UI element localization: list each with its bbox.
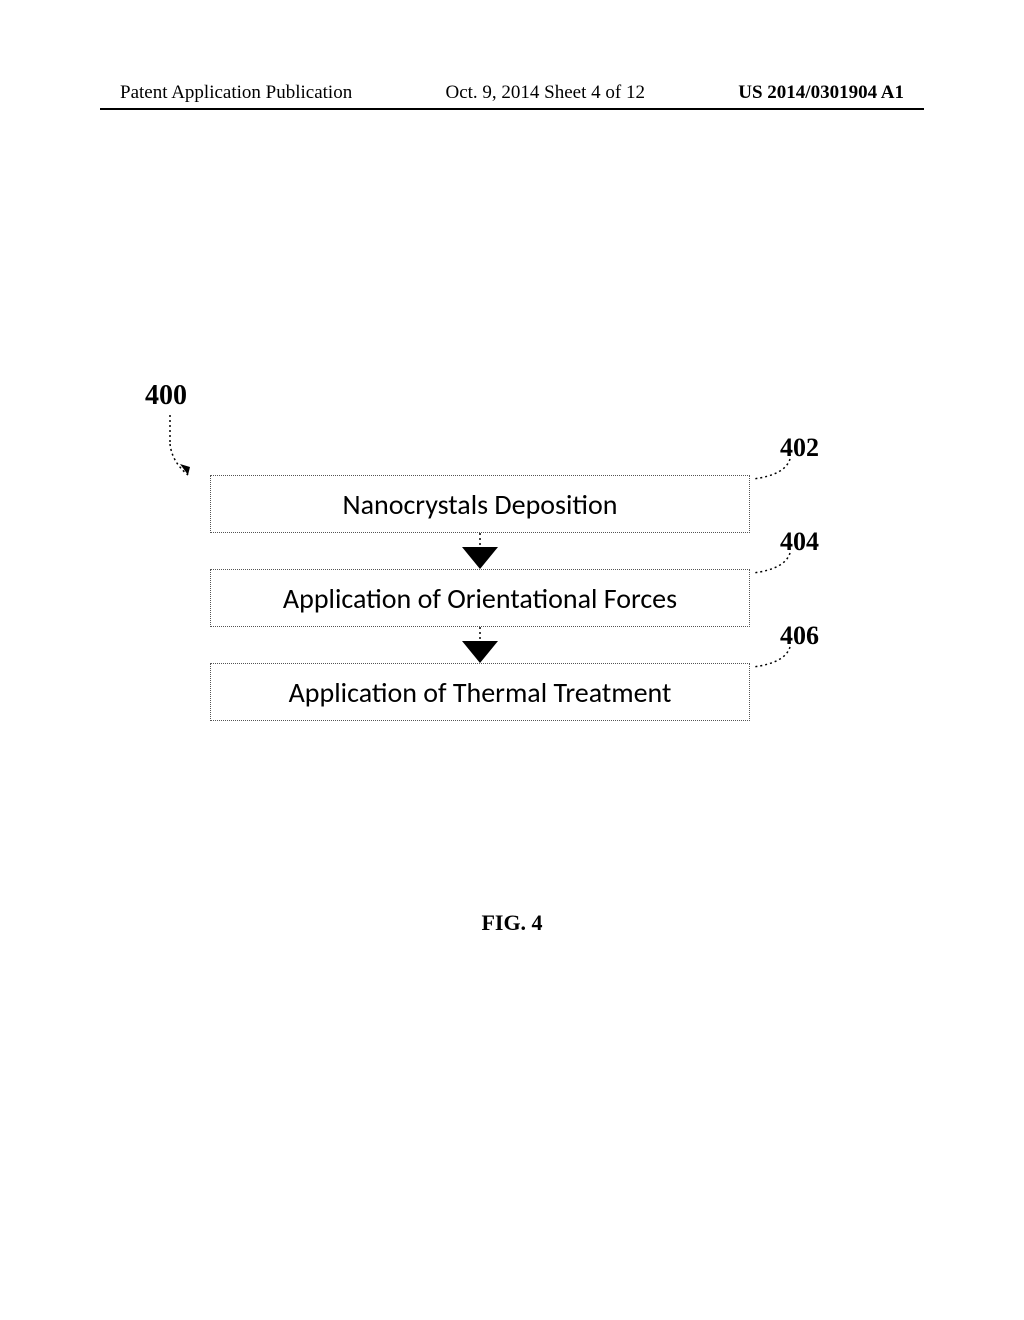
page: Patent Application Publication Oct. 9, 2… [0, 0, 1024, 1320]
figure-caption: FIG. 4 [0, 910, 1024, 936]
step-text-404: Application of Orientational Forces [283, 581, 677, 616]
arrow-2-svg [210, 627, 750, 663]
arrow-1-svg [210, 533, 750, 569]
flowchart: 402 Nanocrystals Deposition 404 [210, 475, 750, 721]
leader-404 [745, 543, 795, 583]
step-box-404: Application of Orientational Forces [210, 569, 750, 627]
arrow-2 [210, 627, 750, 663]
step-text-406: Application of Thermal Treatment [289, 675, 672, 710]
header-row: Patent Application Publication Oct. 9, 2… [0, 82, 1024, 104]
header-right: US 2014/0301904 A1 [738, 82, 904, 104]
leader-402 [745, 449, 795, 489]
step-text-402: Nanocrystals Deposition [343, 487, 618, 522]
step-box-402: Nanocrystals Deposition [210, 475, 750, 533]
step-box-406: Application of Thermal Treatment [210, 663, 750, 721]
process-ref-leader [150, 412, 210, 482]
header-rule [100, 108, 924, 110]
header-center: Oct. 9, 2014 Sheet 4 of 12 [445, 82, 644, 104]
header-left: Patent Application Publication [120, 82, 352, 104]
page-header: Patent Application Publication Oct. 9, 2… [0, 82, 1024, 104]
arrow-1 [210, 533, 750, 569]
leader-406 [745, 637, 795, 677]
process-ref-label: 400 [145, 380, 187, 412]
